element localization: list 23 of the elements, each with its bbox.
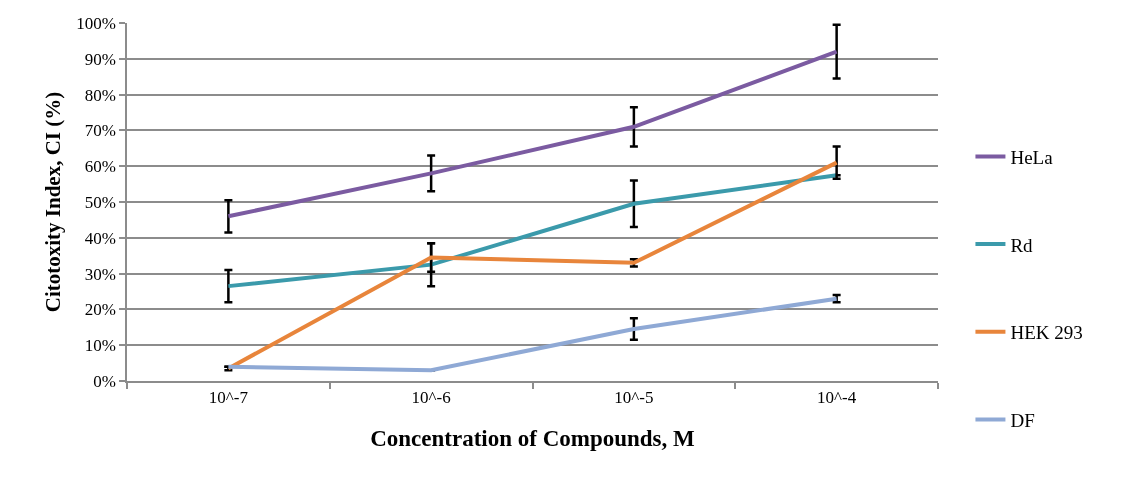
- x-tick-label: 10^-5: [614, 388, 654, 408]
- legend-label: Rd: [1010, 234, 1034, 256]
- y-axis-title: Citotoxity Index, CI (%): [40, 91, 65, 313]
- y-tick-label: 60%: [84, 157, 116, 177]
- y-tick-label: 0%: [93, 371, 116, 391]
- legend-label: HEK 293: [1010, 322, 1083, 344]
- x-axis-title: Concentration of Compounds, M: [370, 426, 696, 452]
- line-series: [226, 160, 839, 371]
- y-tick-label: 100%: [76, 13, 116, 33]
- y-tick-label: 70%: [84, 121, 116, 141]
- x-tick-label: 10^-4: [817, 388, 857, 408]
- legend-label: DF: [1010, 409, 1035, 431]
- y-tick-label: 90%: [84, 49, 116, 69]
- x-tick-label: 10^-6: [411, 388, 451, 408]
- y-tick-label: 40%: [84, 228, 116, 248]
- y-tick-label: 80%: [84, 85, 116, 105]
- y-tick-label: 10%: [84, 336, 116, 356]
- line-series: [226, 49, 839, 219]
- y-tick-label: 20%: [84, 300, 116, 320]
- x-tick-label: 10^-7: [208, 388, 249, 408]
- y-tick-label: 50%: [84, 192, 116, 212]
- y-tick-label: 30%: [84, 264, 116, 284]
- legend-label: HeLa: [1010, 146, 1054, 168]
